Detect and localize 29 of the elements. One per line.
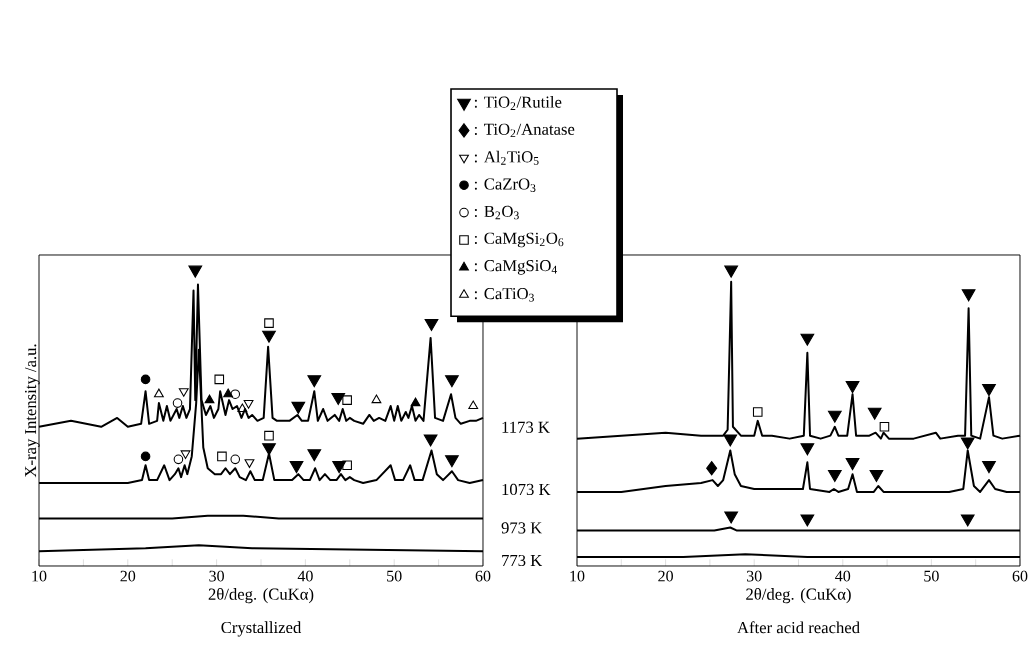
x-tick-label: 10 [32,570,47,582]
legend-label: : CaMgSiO$_{4}$ [474,260,558,275]
x-tick-label: 30 [746,570,762,582]
x-tick-label: 10 [570,570,585,582]
series-label: 773 K [502,554,543,567]
x-tick-label: 20 [120,570,136,582]
y-axis-title: X-ray Intensity /a.u. [25,344,40,478]
legend-label: : Al$_{2}$TiO$_{5}$ [474,150,539,165]
legend-label: : CaTiO$_{3}$ [474,288,534,302]
x-tick-label: 40 [297,570,313,582]
series-label: 1073 K [502,483,551,496]
legend-label: : CaZrO$_{3}$ [474,178,536,192]
text: Crystallized [221,621,302,637]
x-axis-title: 2θ/deg. (CuKα) [746,587,851,604]
x-tick-label: 50 [387,570,402,582]
legend-label: : CaMgSi$_{2}$O$_{6}$ [474,232,564,248]
series-label: 1173 K [502,421,550,433]
series-label: 973 K [501,522,543,534]
text: : TiO$_{2}$/Anatase [474,123,575,138]
legend-label: : B$_{2}$O$_{3}$ [474,205,519,220]
x-tick-label: 30 [209,570,224,582]
x-tick-label: 50 [924,570,939,582]
x-tick-label: 60 [1012,570,1028,582]
x-tick-label: 40 [835,570,851,582]
x-tick-label: 60 [475,570,491,582]
x-axis-title: 2θ/deg. (CuKα) [208,587,314,604]
legend-label: : TiO$_{2}$/Rutile [474,96,562,110]
x-tick-label: 20 [658,570,673,582]
text: After acid reached [737,621,860,634]
